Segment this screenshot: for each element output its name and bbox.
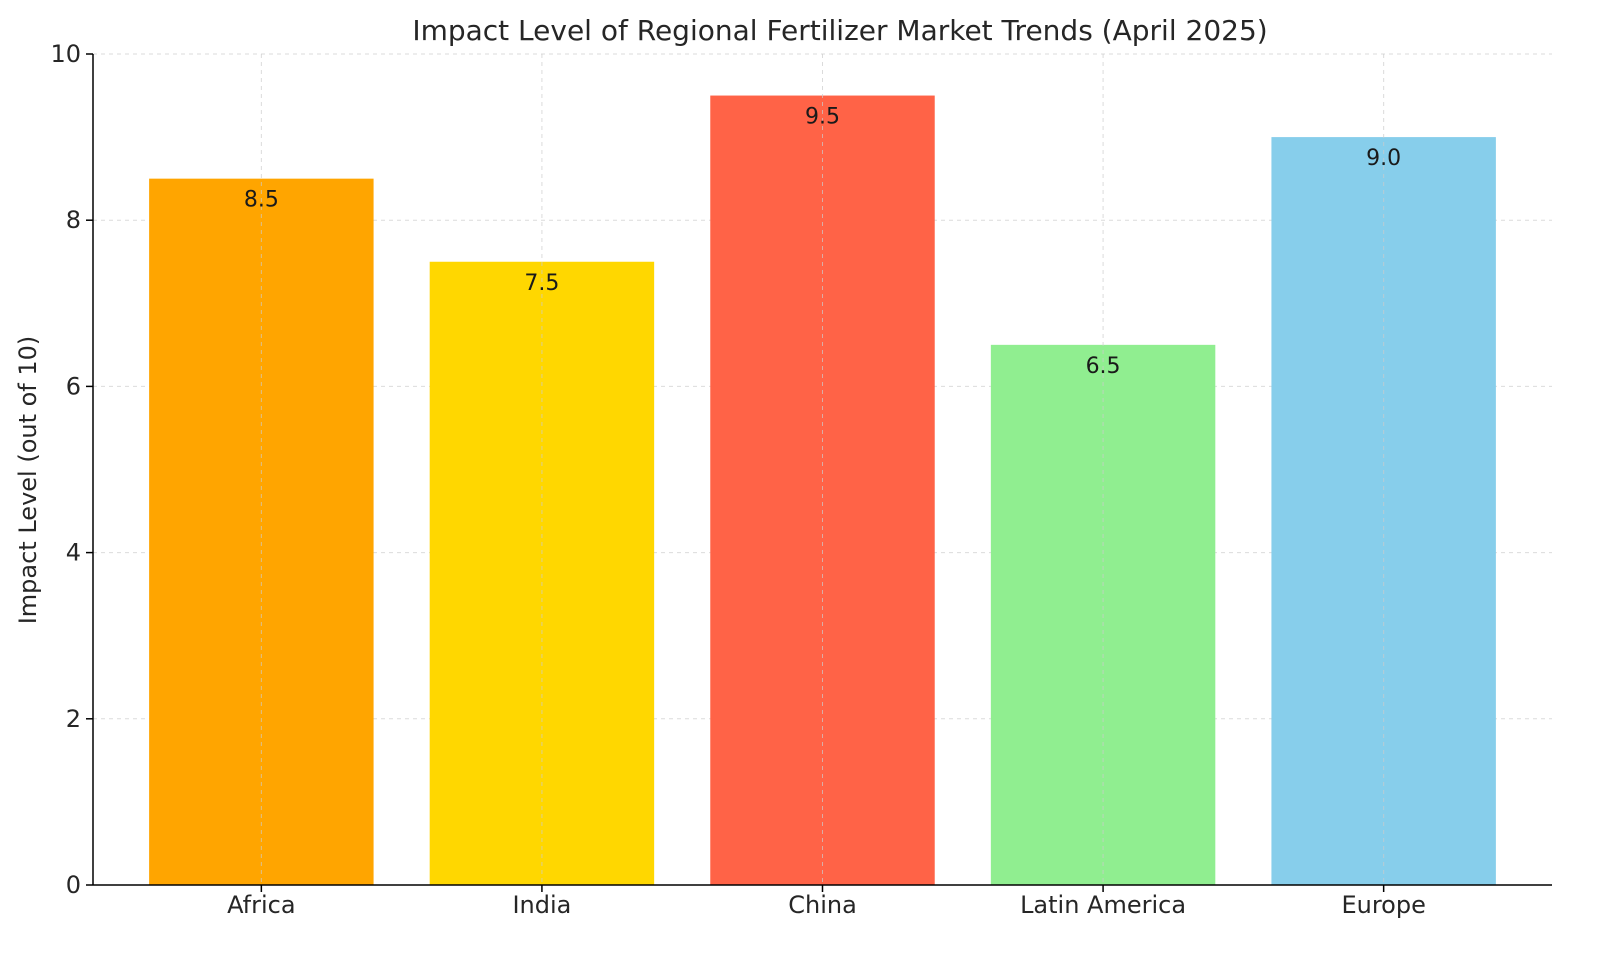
data-label: 8.5 bbox=[244, 188, 279, 213]
y-tick-label: 8 bbox=[66, 206, 81, 234]
y-tick-label: 4 bbox=[66, 539, 81, 567]
x-tick-label: India bbox=[512, 891, 571, 919]
y-tick-label: 10 bbox=[50, 40, 81, 68]
chart-title: Impact Level of Regional Fertilizer Mark… bbox=[412, 14, 1267, 47]
vertical-grid-lines bbox=[260, 54, 1385, 885]
x-tick-label: Latin America bbox=[1020, 891, 1186, 919]
y-ticks: 0 2 4 6 8 10 bbox=[50, 40, 93, 899]
bar-africa bbox=[149, 178, 374, 885]
y-tick-label: 0 bbox=[66, 871, 81, 899]
data-label: 9.5 bbox=[805, 105, 840, 130]
x-tick-label: Africa bbox=[227, 891, 295, 919]
bar-india bbox=[429, 261, 655, 885]
y-tick-label: 2 bbox=[66, 705, 81, 733]
data-labels: 8.5 7.5 9.5 6.5 9.0 bbox=[244, 105, 1401, 379]
data-label: 7.5 bbox=[524, 271, 559, 296]
x-tick-label: Europe bbox=[1341, 891, 1425, 919]
data-label: 9.0 bbox=[1366, 146, 1401, 171]
y-axis-label: Impact Level (out of 10) bbox=[14, 336, 42, 625]
x-ticks: Africa India China Latin America Europe bbox=[227, 885, 1426, 919]
data-label: 6.5 bbox=[1086, 354, 1121, 379]
x-tick-label: China bbox=[788, 891, 857, 919]
y-tick-label: 6 bbox=[66, 372, 81, 400]
